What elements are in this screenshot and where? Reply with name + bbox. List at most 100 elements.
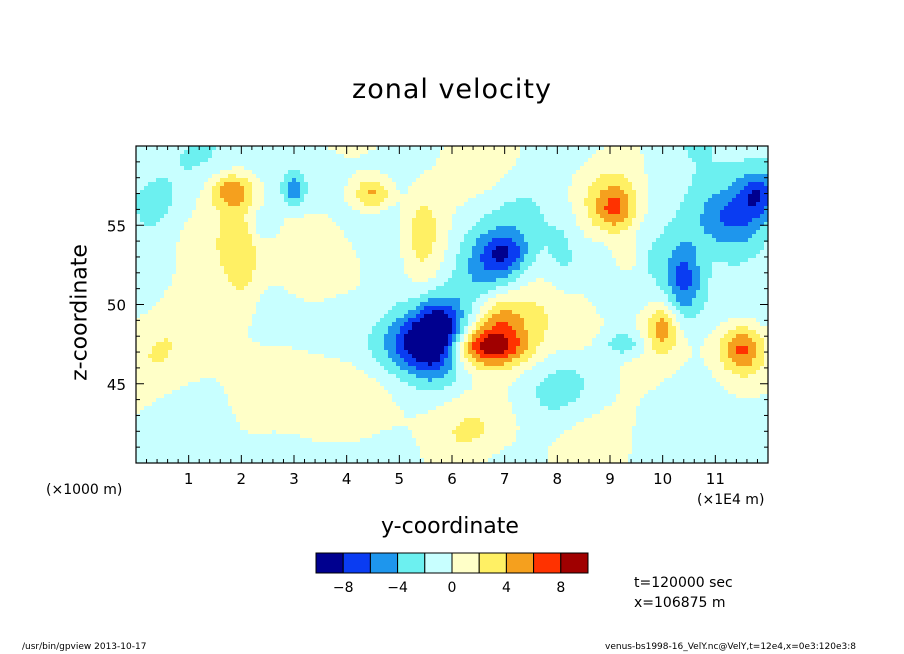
field-cell <box>208 178 213 183</box>
field-cell <box>136 170 141 175</box>
field-cell <box>720 246 725 251</box>
field-cell <box>268 266 273 271</box>
field-cell <box>400 242 405 247</box>
field-cell <box>176 218 181 223</box>
field-cell <box>308 178 313 183</box>
field-cell <box>264 230 269 235</box>
field-cell <box>688 246 693 251</box>
field-cell <box>296 242 301 247</box>
field-cell <box>316 206 321 211</box>
field-cell <box>452 150 457 155</box>
field-cell <box>524 222 529 227</box>
field-cell <box>740 234 745 239</box>
field-cell <box>328 250 333 255</box>
field-cell <box>336 154 341 159</box>
field-cell <box>664 178 669 183</box>
field-cell <box>588 206 593 211</box>
field-cell <box>644 198 649 203</box>
field-cell <box>420 162 425 167</box>
field-cell <box>296 170 301 175</box>
field-cell <box>588 258 593 263</box>
field-cell <box>528 250 533 255</box>
field-cell <box>684 214 689 219</box>
field-cell <box>292 158 297 163</box>
field-cell <box>192 242 197 247</box>
field-cell <box>460 214 465 219</box>
field-cell <box>692 250 697 255</box>
field-cell <box>648 202 653 207</box>
field-cell <box>652 218 657 223</box>
field-cell <box>484 178 489 183</box>
field-cell <box>496 230 501 235</box>
field-cell <box>136 250 141 255</box>
field-cell <box>744 198 749 203</box>
field-cell <box>432 190 437 195</box>
field-cell <box>712 210 717 215</box>
field-cell <box>356 254 361 259</box>
field-cell <box>564 198 569 203</box>
field-cell <box>724 238 729 243</box>
field-cell <box>624 194 629 199</box>
field-cell <box>364 230 369 235</box>
field-cell <box>392 266 397 271</box>
field-cell <box>712 174 717 179</box>
field-cell <box>140 194 145 199</box>
field-cell <box>196 242 201 247</box>
field-cell <box>572 206 577 211</box>
field-cell <box>260 194 265 199</box>
field-cell <box>400 166 405 171</box>
field-cell <box>596 202 601 207</box>
field-cell <box>452 234 457 239</box>
field-cell <box>456 186 461 191</box>
field-cell <box>616 246 621 251</box>
field-cell <box>188 250 193 255</box>
field-cell <box>396 242 401 247</box>
field-cell <box>204 162 209 167</box>
field-cell <box>576 238 581 243</box>
field-cell <box>300 254 305 259</box>
field-cell <box>176 270 181 275</box>
field-cell <box>520 198 525 203</box>
field-cell <box>292 206 297 211</box>
field-cell <box>520 186 525 191</box>
field-cell <box>172 162 177 167</box>
field-cell <box>156 234 161 239</box>
field-cell <box>736 238 741 243</box>
field-cell <box>736 162 741 167</box>
field-cell <box>740 258 745 263</box>
field-cell <box>580 202 585 207</box>
field-cell <box>648 266 653 271</box>
field-cell <box>208 270 213 275</box>
field-cell <box>748 262 753 267</box>
field-cell <box>332 226 337 231</box>
field-cell <box>480 242 485 247</box>
field-cell <box>276 214 281 219</box>
field-cell <box>576 226 581 231</box>
field-cell <box>352 166 357 171</box>
field-cell <box>516 154 521 159</box>
field-cell <box>732 262 737 267</box>
field-cell <box>596 198 601 203</box>
field-cell <box>180 198 185 203</box>
field-cell <box>212 270 217 275</box>
field-cell <box>512 258 517 263</box>
field-cell <box>584 210 589 215</box>
field-cell <box>548 162 553 167</box>
field-cell <box>392 254 397 259</box>
field-cell <box>536 254 541 259</box>
field-cell <box>308 266 313 271</box>
field-cell <box>616 250 621 255</box>
field-cell <box>540 178 545 183</box>
field-cell <box>268 218 273 223</box>
field-cell <box>340 162 345 167</box>
field-cell <box>652 262 657 267</box>
field-cell <box>388 170 393 175</box>
field-cell <box>672 266 677 271</box>
field-cell <box>360 198 365 203</box>
field-cell <box>148 186 153 191</box>
field-cell <box>624 246 629 251</box>
field-cell <box>588 174 593 179</box>
field-cell <box>624 254 629 259</box>
field-cell <box>376 166 381 171</box>
field-cell <box>740 230 745 235</box>
